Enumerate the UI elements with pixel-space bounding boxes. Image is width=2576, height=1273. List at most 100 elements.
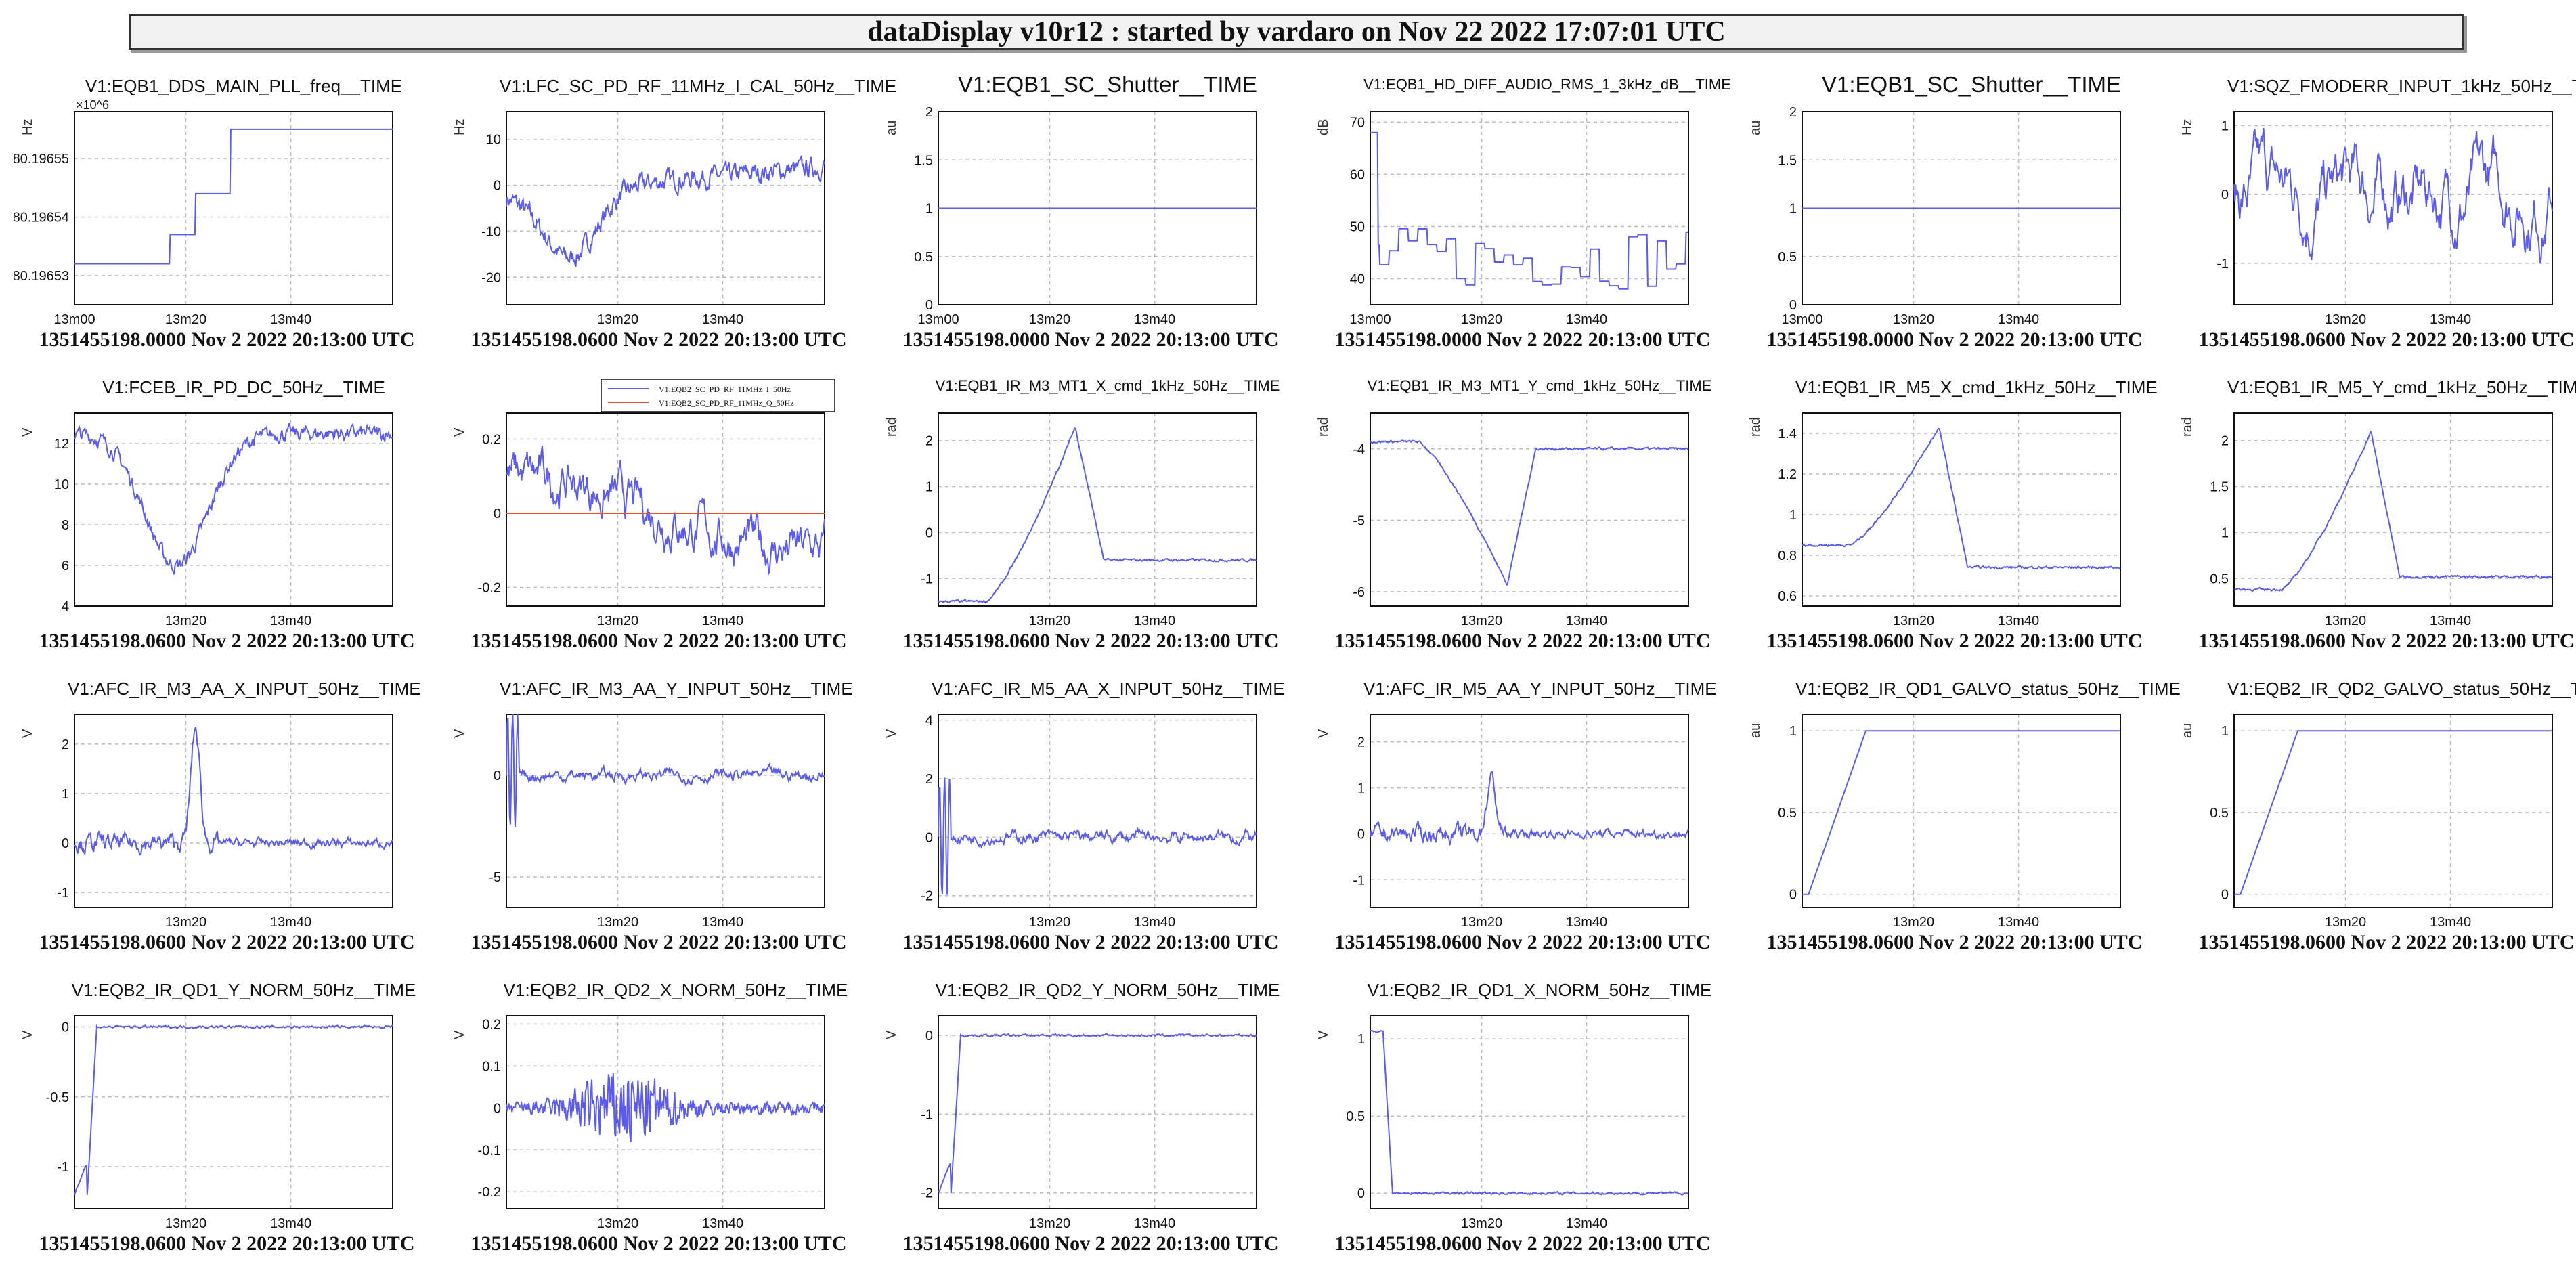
chart-panel: V1:EQB2_IR_QD2_Y_NORM_50Hz__TIME V 13m20 13… <box>877 972 1304 1256</box>
chart-plot: 13m20 13m40 -1 0 1 2 <box>57 714 393 930</box>
x-tick-label: 13m00 <box>53 312 95 327</box>
x-tick-label: 13m40 <box>2430 312 2471 327</box>
chart-title: V1:AFC_IR_M5_AA_X_INPUT_50Hz__TIME <box>932 678 1285 699</box>
chart-timestamp: 1351455198.0600 Nov 2 2022 20:13:00 UTC <box>39 630 415 652</box>
x-tick-label: 13m20 <box>1461 915 1502 930</box>
y-tick-label: 1 <box>2221 724 2229 739</box>
series-line <box>938 427 1257 604</box>
x-tick-label: 13m20 <box>165 1216 206 1231</box>
series-line <box>938 1033 1257 1194</box>
chart-panel: V1:EQB2_IR_QD2_GALVO_status_50Hz__TIME au… <box>2173 670 2576 955</box>
y-tick-label: 4 <box>925 714 933 729</box>
x-tick-label: 13m40 <box>702 312 743 327</box>
chart-title: V1:SQZ_FMODERR_INPUT_1kHz_50Hz__TIME <box>2227 76 2576 96</box>
chart-plot: 13m20 13m40 -1 0 1 2 <box>1353 714 1689 930</box>
x-tick-label: 13m40 <box>1998 312 2039 327</box>
y-tick-label: 0 <box>494 1101 501 1116</box>
series-line <box>1370 1029 1689 1196</box>
y-tick-label: 0 <box>494 769 501 783</box>
chart-timestamp: 1351455198.0600 Nov 2 2022 20:13:00 UTC <box>902 1232 1279 1255</box>
series-line <box>74 1024 393 1195</box>
x-tick-label: 13m00 <box>1781 312 1822 327</box>
y-tick-label: 0.5 <box>1346 1109 1365 1124</box>
x-tick-label: 13m40 <box>702 1216 743 1231</box>
y-tick-label: 0.6 <box>1778 589 1797 604</box>
x-tick-label: 13m40 <box>270 1216 311 1231</box>
chart-timestamp: 1351455198.0600 Nov 2 2022 20:13:00 UTC <box>39 1232 415 1255</box>
chart-timestamp: 1351455198.0000 Nov 2 2022 20:13:00 UTC <box>1766 328 2143 351</box>
y-tick-label: -1 <box>1353 873 1365 888</box>
y-tick-label: 6 <box>62 559 69 574</box>
y-tick-label: 2 <box>62 737 69 752</box>
series-line <box>1802 730 2120 895</box>
y-tick-label: -10 <box>481 224 501 239</box>
series-line <box>1802 427 2121 570</box>
y-tick-label: 1 <box>1789 724 1797 739</box>
plot-frame <box>506 714 825 908</box>
chart-panel: V1:AFC_IR_M5_AA_Y_INPUT_50Hz__TIME V 13m20… <box>1309 670 1736 955</box>
chart-plot: 13m20 13m40 -6 -5 -4 <box>1353 412 1689 628</box>
y-tick-label: 10 <box>486 133 501 148</box>
x-tick-label: 13m40 <box>1998 613 2039 628</box>
app-title-bar: dataDisplay v10r12 : started by vardaro … <box>129 14 2464 50</box>
chart-timestamp: 1351455198.0000 Nov 2 2022 20:13:00 UTC <box>902 328 1279 351</box>
series-line <box>1370 131 1688 290</box>
chart-title: V1:EQB1_IR_M3_MT1_X_cmd_1kHz_50Hz__TIME <box>935 377 1280 394</box>
chart-timestamp: 1351455198.0600 Nov 2 2022 20:13:00 UTC <box>471 1232 847 1255</box>
x-tick-label: 13m40 <box>2430 915 2471 930</box>
series-line <box>74 422 393 575</box>
y-tick-label: 8 <box>62 518 69 533</box>
chart-panel: V1:EQB2_IR_QD1_Y_NORM_50Hz__TIME V 13m20 13… <box>14 972 440 1256</box>
chart-plot: 13m00 13m20 13m40 0 0.5 1 1.5 2 <box>1778 105 2121 327</box>
chart-panel: V 13m20 13m40 -0.2 0 0.2 V1:EQB2_SC_PD_RF_11MH… <box>445 369 872 653</box>
chart-timestamp: 1351455198.0600 Nov 2 2022 20:13:00 UTC <box>902 931 1279 953</box>
y-tick-label: 1.5 <box>914 153 933 168</box>
y-tick-label: 1.5 <box>1778 153 1797 168</box>
chart-timestamp: 1351455198.0600 Nov 2 2022 20:13:00 UTC <box>1334 1232 1711 1255</box>
plot-frame <box>1370 412 1689 607</box>
x-tick-label: 13m20 <box>1893 915 1934 930</box>
chart-plot: 13m20 13m40 -0.2 0 0.2 V1:EQB2_SC_PD_RF_11MHz… <box>478 379 835 628</box>
plot-frame <box>74 111 393 305</box>
chart-panel: V1:EQB2_IR_QD2_X_NORM_50Hz__TIME V 13m20 13… <box>445 972 872 1256</box>
chart-plot: 13m20 13m40 0 0.5 1 <box>1346 1015 1689 1231</box>
chart-timestamp: 1351455198.0000 Nov 2 2022 20:13:00 UTC <box>39 328 415 351</box>
y-tick-label: 1 <box>2221 525 2229 540</box>
series-line <box>2234 730 2552 895</box>
chart-title: V1:EQB2_IR_QD2_X_NORM_50Hz__TIME <box>503 980 848 1000</box>
x-tick-label: 13m20 <box>597 613 638 628</box>
y-tick-label: 12 <box>54 437 69 452</box>
chart-title: V1:LFC_SC_PD_RF_11MHz_I_CAL_50Hz__TIME <box>500 76 897 96</box>
series-line <box>74 128 393 265</box>
plot-frame <box>938 714 1257 908</box>
x-tick-label: 13m40 <box>1566 613 1607 628</box>
chart-plot: 13m20 13m40 4 6 8 10 12 <box>54 412 393 628</box>
chart-timestamp: 1351455198.0600 Nov 2 2022 20:13:00 UTC <box>471 630 847 652</box>
y-tick-label: 2 <box>1789 105 1797 120</box>
y-tick-label: 0.5 <box>2210 571 2229 586</box>
series-line <box>74 727 393 856</box>
chart-timestamp: 1351455198.0600 Nov 2 2022 20:13:00 UTC <box>2198 630 2575 652</box>
chart-plot: 13m20 13m40 -20 -10 0 10 <box>481 111 825 327</box>
chart-title: V1:EQB2_IR_QD1_GALVO_status_50Hz__TIME <box>1795 678 2181 699</box>
y-tick-label: -1 <box>2217 257 2229 272</box>
y-tick-label: 0.5 <box>1778 806 1797 821</box>
y-tick-label: -4 <box>1353 442 1365 457</box>
chart-title: V1:EQB1_IR_M3_MT1_Y_cmd_1kHz_50Hz__TIME <box>1367 377 1712 394</box>
x-tick-label: 13m20 <box>597 915 638 930</box>
y-tick-label: 2 <box>1357 735 1365 750</box>
plot-frame <box>2233 714 2553 908</box>
y-tick-label: 0 <box>494 179 501 194</box>
x-tick-label: 13m40 <box>1134 915 1175 930</box>
x-tick-label: 13m40 <box>1566 312 1607 327</box>
chart-title: V1:EQB1_SC_Shutter__TIME <box>1821 72 2122 97</box>
chart-title: V1:EQB2_IR_QD2_Y_NORM_50Hz__TIME <box>935 980 1280 1000</box>
y-tick-label: 1 <box>1789 508 1797 523</box>
chart-panel: V1:EQB1_HD_DIFF_AUDIO_RMS_1_3kHz_dB__TIM… <box>1309 68 1736 352</box>
plot-frame <box>1802 412 2121 607</box>
chart-plot: 13m20 13m40 0 0.5 1 <box>2210 714 2553 930</box>
chart-plot: 13m00 13m20 13m40 80.19653 80.19654 80.19655 ×… <box>14 98 393 327</box>
y-tick-label: 1 <box>1789 202 1797 217</box>
y-tick-label: 80.19653 <box>14 269 69 284</box>
y-tick-label: 0 <box>62 836 69 851</box>
